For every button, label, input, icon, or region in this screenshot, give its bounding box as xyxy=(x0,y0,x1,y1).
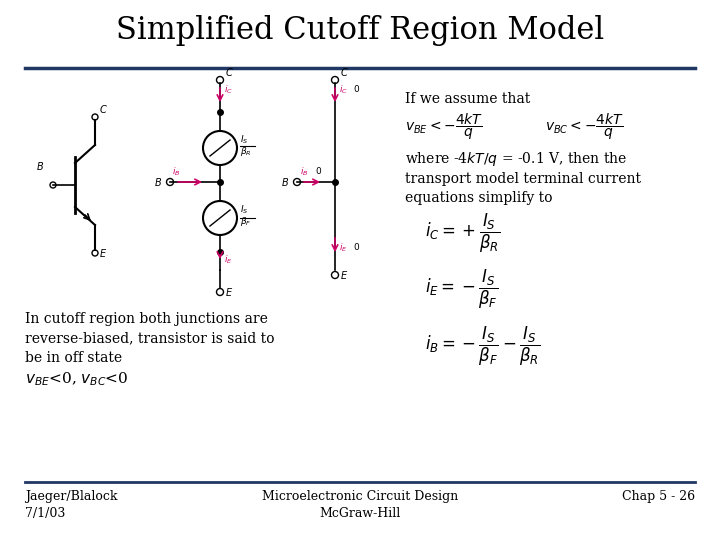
Text: $i_B$: $i_B$ xyxy=(172,165,181,178)
Text: Chap 5 - 26: Chap 5 - 26 xyxy=(622,490,695,503)
Text: $I_S$: $I_S$ xyxy=(240,133,248,145)
Text: $i_E=-\dfrac{I_S}{\beta_F}$: $i_E=-\dfrac{I_S}{\beta_F}$ xyxy=(425,268,498,311)
Text: 0: 0 xyxy=(353,85,359,94)
Text: where -4$kT/q$ = -0.1 V, then the
transport model terminal current
equations sim: where -4$kT/q$ = -0.1 V, then the transp… xyxy=(405,150,641,205)
Text: $B$: $B$ xyxy=(154,176,162,188)
Text: $\beta_F$: $\beta_F$ xyxy=(240,215,251,228)
Text: $E$: $E$ xyxy=(99,247,107,259)
Text: $B$: $B$ xyxy=(281,176,289,188)
Text: $C$: $C$ xyxy=(99,103,108,115)
Text: If we assume that: If we assume that xyxy=(405,92,530,106)
Text: Simplified Cutoff Region Model: Simplified Cutoff Region Model xyxy=(116,15,604,45)
Text: $v_{BC}<-\dfrac{4kT}{q}$: $v_{BC}<-\dfrac{4kT}{q}$ xyxy=(545,112,624,143)
Text: Jaeger/Blalock
7/1/03: Jaeger/Blalock 7/1/03 xyxy=(25,490,117,520)
Text: Microelectronic Circuit Design
McGraw-Hill: Microelectronic Circuit Design McGraw-Hi… xyxy=(262,490,458,520)
Text: $\beta_R$: $\beta_R$ xyxy=(240,145,251,158)
Text: $i_C=+\dfrac{I_S}{\beta_R}$: $i_C=+\dfrac{I_S}{\beta_R}$ xyxy=(425,212,500,255)
Text: $C$: $C$ xyxy=(225,66,234,78)
Text: $i_C$: $i_C$ xyxy=(339,83,348,96)
Text: In cutoff region both junctions are
reverse-biased, transistor is said to
be in : In cutoff region both junctions are reve… xyxy=(25,312,274,365)
Text: $v_{BE}$<0, $v_{BC}$<0: $v_{BE}$<0, $v_{BC}$<0 xyxy=(25,370,128,388)
Text: $i_B=-\dfrac{I_S}{\beta_F}-\dfrac{I_S}{\beta_R}$: $i_B=-\dfrac{I_S}{\beta_F}-\dfrac{I_S}{\… xyxy=(425,325,541,368)
Text: $E$: $E$ xyxy=(340,269,348,281)
Text: $v_{BE}<-\dfrac{4kT}{q}$: $v_{BE}<-\dfrac{4kT}{q}$ xyxy=(405,112,483,143)
Text: $i_E$: $i_E$ xyxy=(224,253,233,266)
Text: $B$: $B$ xyxy=(36,160,44,172)
Text: $i_B$: $i_B$ xyxy=(300,165,308,178)
Text: 0: 0 xyxy=(315,167,320,176)
Text: $i_E$: $i_E$ xyxy=(339,241,348,253)
Text: $C$: $C$ xyxy=(340,66,348,78)
Text: $I_S$: $I_S$ xyxy=(240,203,248,215)
Text: $i_C$: $i_C$ xyxy=(224,83,233,96)
Text: 0: 0 xyxy=(353,243,359,252)
Text: $E$: $E$ xyxy=(225,286,233,298)
